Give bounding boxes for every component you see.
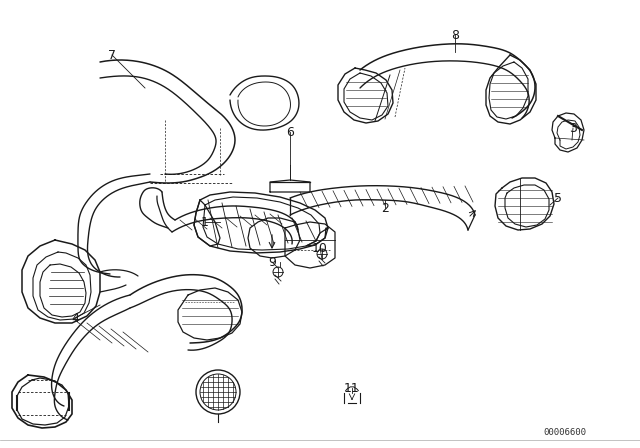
Text: 10: 10 xyxy=(312,241,328,254)
Text: 8: 8 xyxy=(451,29,459,42)
Text: 4: 4 xyxy=(71,311,79,324)
Text: 2: 2 xyxy=(381,202,389,215)
Text: 00006600: 00006600 xyxy=(543,427,586,436)
Text: 6: 6 xyxy=(286,125,294,138)
Text: 3: 3 xyxy=(569,121,577,134)
Text: 7: 7 xyxy=(108,48,116,61)
Text: 1: 1 xyxy=(201,215,209,228)
Text: 11: 11 xyxy=(344,382,360,395)
Text: 5: 5 xyxy=(554,191,562,204)
Text: 9: 9 xyxy=(268,255,276,268)
